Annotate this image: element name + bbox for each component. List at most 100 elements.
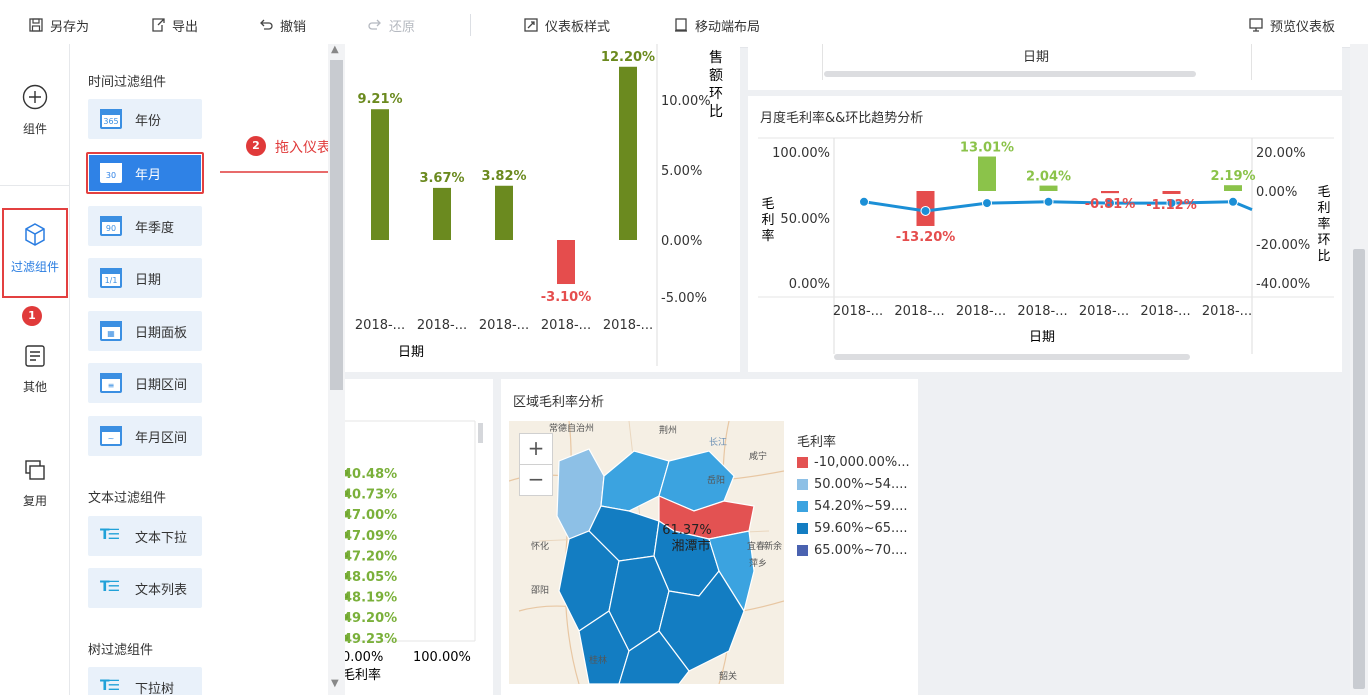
vertical-scrollbar[interactable] xyxy=(478,423,483,443)
chart2-bar[interactable] xyxy=(978,156,996,191)
map-region[interactable] xyxy=(708,530,755,613)
filter-item-dropdown-tree[interactable]: T☰ 下拉树 xyxy=(88,667,202,695)
chart2-line-point[interactable] xyxy=(1043,196,1054,207)
filter-item-date[interactable]: 1/1 日期 xyxy=(88,258,202,298)
chart2-bar[interactable] xyxy=(1101,191,1119,194)
chart1-svg: 售 额 环 比 日期 9.21% 2018-... 3.67% 2018-... 3.8… xyxy=(355,44,723,366)
scroll-up-icon[interactable]: ▲ xyxy=(331,44,339,55)
preview-dashboard-button[interactable]: 预览仪表板 xyxy=(1248,15,1335,35)
chart1-bar[interactable] xyxy=(495,185,513,240)
undo-button[interactable]: 撤销 xyxy=(258,15,306,35)
chart2-bar[interactable] xyxy=(1224,185,1242,191)
chart3-bar[interactable] xyxy=(345,531,350,538)
map-canvas[interactable]: 61.37% 湘潭市 常德自治州 荆州 长江 咸宁 岳阳 宜春 新余 萍乡 桂林… xyxy=(509,421,784,684)
filter-item-text-dropdown[interactable]: T☰ 文本下拉 xyxy=(88,516,202,556)
chart-margin-bars[interactable]: 0.00% 100.00% 毛利率 40.48% 40.73% 47.00% 47.0… xyxy=(342,379,493,695)
chart2-x-tick: 2018-... xyxy=(894,304,944,319)
dashboard-style-button[interactable]: 仪表板样式 xyxy=(523,15,610,35)
chart2-y-tick-right: -20.00% xyxy=(1256,238,1310,253)
mobile-layout-button[interactable]: 移动端布局 xyxy=(673,15,760,35)
chart2-ylabel-left-char: 率 xyxy=(761,228,774,244)
chart1-x-tick: 2018-... xyxy=(541,318,591,333)
chart3-bar-label: 47.09% xyxy=(345,529,397,544)
chart3-svg: 0.00% 100.00% 毛利率 40.48% 40.73% 47.00% 47.0… xyxy=(342,420,483,683)
calendar-icon: 90 xyxy=(100,216,122,236)
map-highlight-value: 61.37% xyxy=(662,523,712,538)
filter-item-date-panel[interactable]: ▦ 日期面板 xyxy=(88,311,202,351)
chart-top-right-partial[interactable]: 日期 xyxy=(748,44,1342,90)
chart2-bar-label: 2.04% xyxy=(1026,170,1071,185)
chart3-bar[interactable] xyxy=(345,634,350,641)
mobile-icon xyxy=(675,18,687,32)
panel-scrollbar[interactable]: ▲ ▼ xyxy=(328,44,345,695)
map-legend-item[interactable]: 59.60%~65.... xyxy=(797,521,908,536)
map-legend-item[interactable]: -10,000.00%... xyxy=(797,455,910,470)
map-region-margin[interactable]: 区域毛利率分析 61.37% 湘潭市 常 xyxy=(501,379,918,695)
chart2-line-point[interactable] xyxy=(982,198,992,209)
filter-item-date-range[interactable]: ≡ 日期区间 xyxy=(88,363,202,403)
rail-label-other: 其他 xyxy=(22,380,47,394)
chart3-bar[interactable] xyxy=(345,573,350,579)
scroll-down-icon[interactable]: ▼ xyxy=(331,678,339,689)
filter-item-text-list[interactable]: T☰ 文本列表 xyxy=(88,568,202,608)
chart2-line-point[interactable] xyxy=(920,205,931,216)
monitor-icon xyxy=(1249,18,1263,32)
chart-monthly-margin-trend[interactable]: 月度毛利率&&环比趋势分析 毛 利 率 毛 利 率 环 比 日期 100.00%… xyxy=(748,96,1342,372)
map-zoom-out-button[interactable]: − xyxy=(519,464,553,496)
chart1-bar[interactable] xyxy=(619,66,637,240)
map-place-label: 荆州 xyxy=(659,424,677,436)
chart2-line-point[interactable] xyxy=(1228,196,1238,207)
chart-sales-mom[interactable]: 售 额 环 比 日期 9.21% 2018-... 3.67% 2018-... 3.8… xyxy=(345,44,740,372)
map-place-label: 邵阳 xyxy=(531,585,549,596)
export-button[interactable]: 导出 xyxy=(150,15,198,35)
chart3-bar[interactable] xyxy=(345,552,350,559)
page-scrollbar[interactable] xyxy=(1350,44,1368,695)
chart1-y-tick: 0.00% xyxy=(661,234,702,249)
document-icon xyxy=(25,345,45,367)
rail-item-filter-components[interactable]: 过滤组件 xyxy=(2,208,68,298)
chart3-bar[interactable] xyxy=(345,490,350,497)
filter-item-year-month-range[interactable]: ~ 年月区间 xyxy=(88,416,202,456)
chart3-bar[interactable] xyxy=(345,511,350,518)
chart1-bar[interactable] xyxy=(557,240,575,285)
chart3-bar[interactable] xyxy=(345,470,350,476)
page-scrollbar-thumb[interactable] xyxy=(1353,249,1365,689)
redo-button[interactable]: 还原 xyxy=(367,15,415,35)
map-zoom-in-button[interactable]: + xyxy=(519,433,553,465)
chart2-y-tick-right: -40.00% xyxy=(1256,277,1310,292)
chart2-line[interactable] xyxy=(863,200,1253,213)
chart2-line-point[interactable] xyxy=(1166,198,1177,209)
chart1-bar-label: 9.21% xyxy=(357,92,402,107)
filter-item-year-month[interactable]: 30 年月 xyxy=(86,152,204,194)
map-legend-item[interactable]: 65.00%~70.... xyxy=(797,543,908,558)
chart1-bar[interactable] xyxy=(433,187,451,240)
scrollbar-thumb[interactable] xyxy=(330,60,343,390)
chart2-bar[interactable] xyxy=(1039,185,1058,191)
save-as-button[interactable]: 另存为 xyxy=(28,15,89,35)
chart1-bar-label: 3.82% xyxy=(481,169,526,184)
chart1-ylabel-char: 额 xyxy=(709,68,723,84)
map-place-label: 韶关 xyxy=(719,670,737,682)
chart1-bar[interactable] xyxy=(371,109,389,240)
map-legend-item[interactable]: 50.00%~54.... xyxy=(797,477,908,492)
chart2-bar[interactable] xyxy=(1162,191,1181,194)
filter-item-year[interactable]: 365 年份 xyxy=(88,99,202,139)
chart2-line-point[interactable] xyxy=(1105,198,1115,209)
filter-item-year-quarter[interactable]: 90 年季度 xyxy=(88,206,202,246)
chart2-line-point[interactable] xyxy=(859,196,869,207)
map-highlight-region: 湘潭市 xyxy=(671,538,710,554)
rail-item-components[interactable]: 组件 xyxy=(0,84,70,137)
chart2-bar-label: -0.81% xyxy=(1085,197,1136,212)
undo-icon xyxy=(260,19,273,30)
horizontal-scrollbar[interactable] xyxy=(824,71,1196,77)
rail-item-other[interactable]: 其他 xyxy=(0,344,70,395)
rail-item-reuse[interactable]: 复用 xyxy=(0,458,70,509)
chart3-bar[interactable] xyxy=(345,614,350,621)
chart2-y-tick-right: 0.00% xyxy=(1256,185,1297,200)
map-legend-item[interactable]: 54.20%~59.... xyxy=(797,499,908,514)
chart3-bar[interactable] xyxy=(345,593,350,600)
chart1-y-tick: 5.00% xyxy=(661,164,702,179)
map-region[interactable] xyxy=(618,630,690,684)
horizontal-scrollbar[interactable] xyxy=(834,354,1190,360)
